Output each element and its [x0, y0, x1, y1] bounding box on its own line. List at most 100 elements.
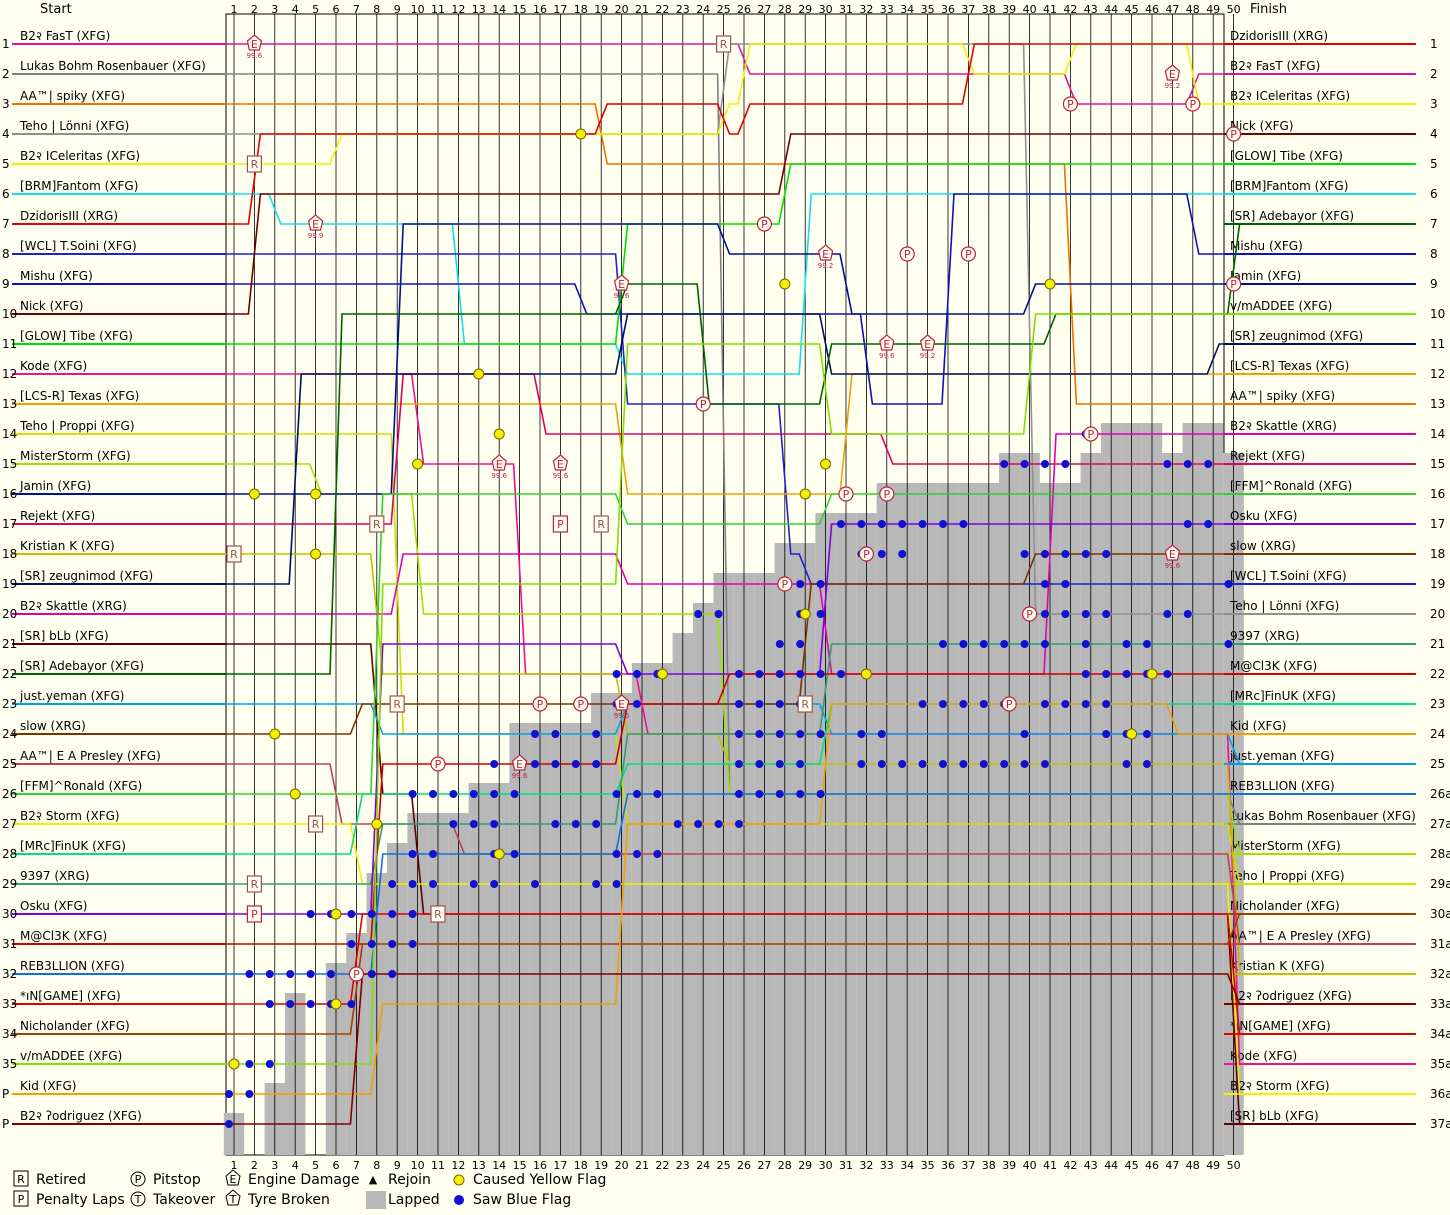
start-position-label: 9 — [2, 277, 10, 291]
blue-flag-dot — [775, 760, 784, 768]
start-driver-label: *ıN[GAME] (XFG) — [20, 989, 121, 1003]
blue-flag-dot — [306, 970, 315, 978]
blue-flag-dot — [755, 730, 764, 738]
blue-flag-dot — [918, 520, 927, 528]
finish-position-label: 1 — [1430, 37, 1438, 51]
engine-damage-marker — [613, 274, 630, 291]
marker-letter: P — [1006, 698, 1013, 711]
yellow-flag-dot — [330, 998, 342, 1010]
finish-driver-label: Kristian K (XFG) — [1230, 959, 1325, 973]
blue-flag-dot — [816, 670, 825, 678]
lap-tick-bottom: 2 — [251, 1159, 258, 1172]
blue-flag-dot — [653, 850, 662, 858]
legend-box — [13, 1190, 29, 1207]
lap-tick-top: 35 — [921, 3, 935, 16]
blue-flag-dot — [592, 820, 601, 828]
blue-flag-dot — [429, 790, 437, 798]
finish-position-label: 26a — [1430, 787, 1450, 801]
lap-tick-top: 47 — [1165, 3, 1179, 16]
finish-position-label: 35a — [1430, 1057, 1450, 1071]
lap-tick-bottom: 16 — [533, 1159, 547, 1172]
trajectory-line — [226, 43, 1240, 225]
lap-tick-bottom: 44 — [1104, 1159, 1118, 1172]
blue-flag-dot — [1061, 700, 1070, 708]
finish-position-label: 20 — [1430, 607, 1445, 621]
blue-flag-dot — [755, 790, 764, 798]
lap-tick-top: 40 — [1023, 3, 1037, 16]
finish-driver-label: Rejekt (XFG) — [1230, 449, 1305, 463]
yellow-flag-dot — [820, 458, 832, 470]
lap-tick-bottom: 28 — [778, 1159, 792, 1172]
start-header: Start — [40, 2, 72, 17]
blue-flag-dot — [1204, 520, 1213, 528]
blue-flag-dot — [1081, 700, 1090, 708]
start-driver-label: AA™| spiky (XFG) — [20, 89, 125, 103]
blue-flag-dot — [735, 700, 743, 708]
lap-tick-top: 50 — [1227, 3, 1241, 16]
pitstop-marker — [858, 546, 875, 562]
marker-letter: P — [435, 758, 442, 771]
blue-flag-dot — [286, 970, 295, 978]
lap-tick-bottom: 6 — [333, 1159, 340, 1172]
engine-damage-value: 99.6 — [614, 292, 630, 300]
blue-flag-dot — [755, 700, 764, 708]
start-driver-label: B2२ Skattle (XRG) — [20, 599, 127, 613]
finish-driver-label: Osku (XFG) — [1230, 509, 1297, 523]
blue-flag-dot — [1061, 460, 1070, 468]
legend-label: Takeover — [152, 1192, 215, 1208]
blue-flag-dot — [408, 940, 417, 948]
finish-header: Finish — [1250, 2, 1287, 17]
yellow-flag-dot — [371, 818, 383, 830]
yellow-flag-dot — [799, 608, 811, 620]
blue-flag-dot — [1224, 640, 1233, 648]
finish-position-label: 21 — [1430, 637, 1445, 651]
blue-flag-dot — [1143, 760, 1151, 768]
finish-driver-label: [SR] Adebayor (XFG) — [1230, 209, 1354, 223]
blue-flag-dot — [245, 1090, 254, 1098]
marker-letter: P — [883, 488, 890, 501]
pitstop-marker — [1225, 276, 1242, 292]
finish-position-label: 16 — [1430, 487, 1445, 501]
marker-letter: P — [863, 548, 870, 561]
finish-driver-label: M@Cl3K (XFG) — [1230, 659, 1317, 673]
finish-position-label: 28a — [1430, 847, 1450, 861]
blue-flag-dot — [857, 730, 866, 738]
blue-flag-dot — [1102, 550, 1111, 558]
lap-tick-bottom: 32 — [859, 1159, 873, 1172]
marker-letter: P — [251, 908, 258, 921]
legend-pentagon — [225, 1189, 241, 1206]
finish-driver-label: B2२ FasT (XFG) — [1230, 59, 1320, 73]
lap-tick-top: 42 — [1063, 3, 1077, 16]
legend-symbol: R — [17, 1173, 25, 1186]
engine-damage-marker — [613, 694, 630, 711]
lap-tick-top: 43 — [1084, 3, 1098, 16]
blue-flag-dot — [939, 760, 947, 768]
blue-flag-dot — [612, 880, 621, 888]
blue-flag-dot — [1122, 760, 1131, 768]
lap-tick-top: 2 — [251, 3, 258, 16]
blue-flag-dot — [735, 670, 743, 678]
engine-damage-marker — [879, 334, 895, 351]
lap-tick-bottom: 45 — [1125, 1159, 1139, 1172]
blue-flag-dot — [979, 760, 988, 768]
start-position-label: 14 — [2, 427, 17, 441]
start-driver-label: Lukas Bohm Rosenbauer (XFG) — [20, 59, 206, 73]
lap-tick-bottom: 14 — [492, 1159, 506, 1172]
finish-position-label: 2 — [1430, 67, 1438, 81]
finish-driver-label: B2२ ICeleritas (XFG) — [1230, 89, 1350, 103]
lap-tick-bottom: 37 — [961, 1159, 975, 1172]
blue-flag-dot — [633, 700, 641, 708]
marker-letter: E — [1169, 548, 1176, 561]
marker-letter: E — [924, 338, 931, 351]
legend-label: Caused Yellow Flag — [473, 1172, 606, 1188]
blue-flag-dot — [959, 520, 968, 528]
start-driver-label: DzidorisIII (XRG) — [20, 209, 118, 223]
start-position-label: 33 — [2, 997, 17, 1011]
pitstop-marker — [695, 396, 711, 412]
marker-letter: P — [577, 698, 584, 711]
blue-flag-dot — [265, 1060, 274, 1068]
lap-tick-top: 13 — [472, 3, 486, 16]
blue-flag-dot — [408, 880, 417, 888]
marker-letter: R — [373, 518, 381, 531]
legend-blue-symbol — [454, 1195, 464, 1205]
